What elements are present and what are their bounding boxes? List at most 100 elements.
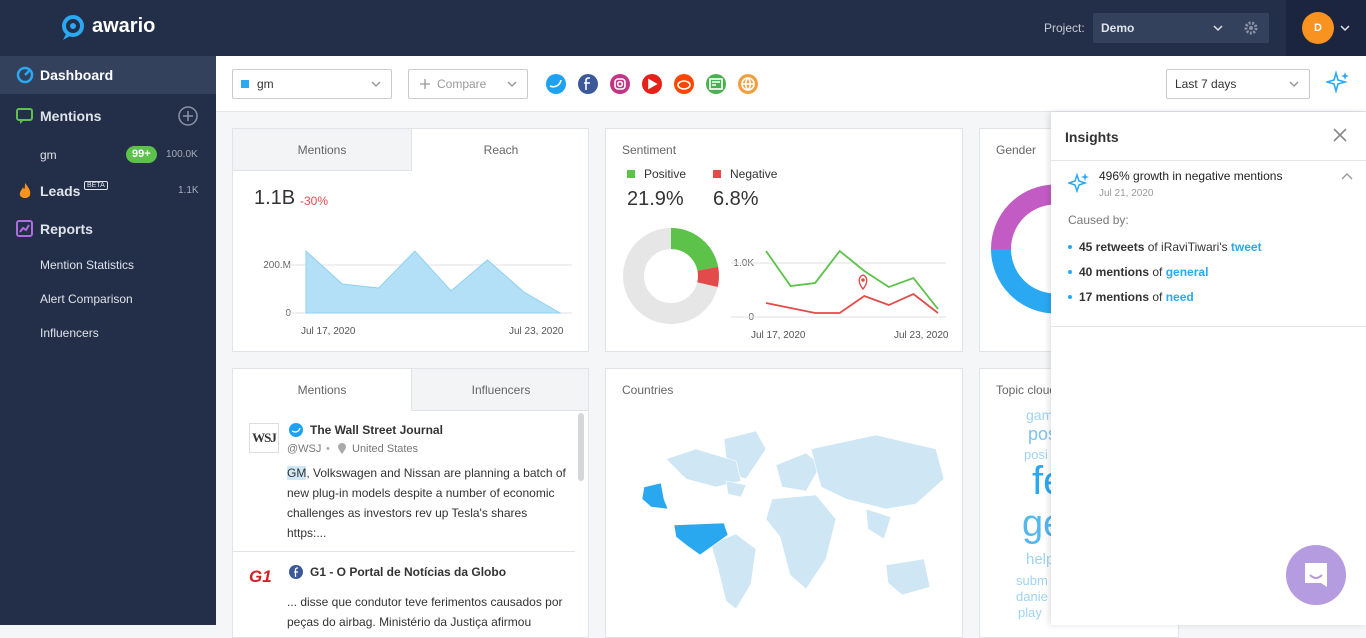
reddit-icon[interactable] <box>674 74 694 94</box>
chevron <box>1289 81 1299 88</box>
topic-word[interactable]: subm <box>1016 573 1048 588</box>
mention-body: , Volkswagen and Nissan are planning a b… <box>287 466 566 540</box>
twitter-icon[interactable] <box>546 74 566 94</box>
period-select[interactable]: Last 7 days <box>1166 69 1310 99</box>
add-alert[interactable] <box>177 105 199 127</box>
nav-mentions[interactable]: Mentions <box>40 108 102 124</box>
alert-color <box>241 80 249 88</box>
topic-word[interactable]: pos <box>1028 424 1058 444</box>
cause-count: 17 mentions <box>1079 290 1150 304</box>
insights-toggle[interactable] <box>1326 70 1350 94</box>
legend-label: Negative <box>730 167 778 181</box>
toolbar: gm Compare Last 7 days <box>216 56 1366 112</box>
facebook-icon <box>289 565 303 579</box>
scrollbar[interactable] <box>578 413 584 481</box>
feed-card: Mentions Influencers WSJ The Wall Street… <box>232 368 589 638</box>
separator: • <box>326 443 330 455</box>
caused-by: Caused by: <box>1068 213 1129 227</box>
card-title: Topic cloud <box>996 383 1057 397</box>
instagram-icon[interactable] <box>610 74 630 94</box>
report-item[interactable]: Alert Comparison <box>40 292 133 306</box>
location-icon <box>338 443 346 454</box>
x-tick-label: Jul 17, 2020 <box>751 330 806 341</box>
nav-leads[interactable]: Leads <box>40 183 81 199</box>
keyword-highlight: GM <box>287 466 307 480</box>
cause-link[interactable]: need <box>1165 290 1194 304</box>
cause-link[interactable]: general <box>1165 265 1209 279</box>
avatar[interactable]: D <box>1302 12 1334 44</box>
chat-icon <box>1305 563 1327 587</box>
legend-label: Positive <box>644 167 686 181</box>
insight-headline[interactable]: 496% growth in negative mentions <box>1099 169 1283 183</box>
cause-item: 45 retweets of iRaviTiwari's tweet <box>1068 240 1358 265</box>
card-title: Sentiment <box>622 143 677 157</box>
donut-slice <box>697 266 719 288</box>
tab[interactable]: Reach <box>483 143 519 157</box>
topic-word[interactable]: play <box>1018 605 1042 620</box>
compare-text: Compare <box>437 77 487 91</box>
news-icon[interactable] <box>706 74 726 94</box>
x-tick-label: Jul 17, 2020 <box>301 326 356 337</box>
compare-select[interactable]: Compare <box>408 69 528 99</box>
alert-count: 100.0K <box>166 149 198 160</box>
logo-icon <box>62 15 84 40</box>
dashboard-icon <box>16 66 34 84</box>
card-title: Gender <box>996 143 1037 157</box>
highlighted-country <box>673 522 729 556</box>
tab[interactable]: Mentions <box>233 369 412 411</box>
insights-panel: Insights 496% growth in negative mention… <box>1051 112 1366 625</box>
legend-value: 6.8% <box>713 188 759 210</box>
report-item[interactable]: Mention Statistics <box>40 258 135 272</box>
world-map <box>641 430 945 610</box>
reach-value: 1.1B <box>254 187 296 209</box>
legend-swatch <box>627 170 635 178</box>
nav-active-bg <box>0 56 216 94</box>
tab[interactable]: Influencers <box>412 369 588 411</box>
project-name: Demo <box>1101 21 1135 35</box>
alert-name[interactable]: gm <box>40 148 57 162</box>
report-item[interactable]: Influencers <box>40 326 99 340</box>
source-logo: G1 <box>249 567 272 586</box>
cause-link[interactable]: tweet <box>1230 240 1262 254</box>
topic-word[interactable]: danie <box>1016 589 1048 604</box>
alert-badge: 99+ <box>126 146 157 163</box>
bullet <box>1068 295 1072 299</box>
project-select[interactable]: Demo <box>1093 13 1247 43</box>
topic-word[interactable]: gam <box>1026 407 1054 423</box>
collapse-icon[interactable] <box>1341 172 1353 182</box>
pin-dot <box>861 278 865 282</box>
cause-list: 45 retweets of iRaviTiwari's tweet 40 men… <box>1068 240 1358 315</box>
line <box>765 292 939 314</box>
plus-icon <box>420 79 430 89</box>
topic-word[interactable]: posi <box>1024 447 1048 462</box>
author-name[interactable]: The Wall Street Journal <box>310 423 443 437</box>
chevron <box>371 81 381 88</box>
settings-button[interactable] <box>1233 13 1269 43</box>
nav-dashboard[interactable]: Dashboard <box>40 67 114 83</box>
sentiment-card: Sentiment Positive21.9%Negative6.8%01.0K… <box>605 128 963 352</box>
source-icons <box>546 74 758 94</box>
sidebar: awario Dashboard Mentions gm 99+ 100.0K … <box>0 0 216 625</box>
nav-reports[interactable]: Reports <box>40 221 93 237</box>
leads-count: 1.1K <box>178 185 199 196</box>
cause-item: 17 mentions of need <box>1068 290 1358 315</box>
author-location: United States <box>352 443 419 455</box>
topic-word[interactable]: help <box>1026 551 1055 568</box>
tab[interactable]: Mentions <box>233 129 412 171</box>
author-name[interactable]: G1 - O Portal de Notícias da Globo <box>310 565 507 579</box>
divider <box>1051 160 1366 161</box>
period-text: Last 7 days <box>1175 77 1237 91</box>
bullet <box>1068 245 1072 249</box>
cause-text: of iRaviTiwari's <box>1144 240 1231 254</box>
reach-change: -30% <box>300 194 329 208</box>
brand: awario <box>92 15 156 37</box>
alert-select[interactable]: gm <box>232 69 392 99</box>
chat-button[interactable] <box>1286 545 1346 605</box>
close-button[interactable] <box>1332 127 1348 143</box>
donut-slice <box>670 228 719 272</box>
alert-select-text: gm <box>257 77 274 91</box>
facebook-icon[interactable] <box>578 74 598 94</box>
